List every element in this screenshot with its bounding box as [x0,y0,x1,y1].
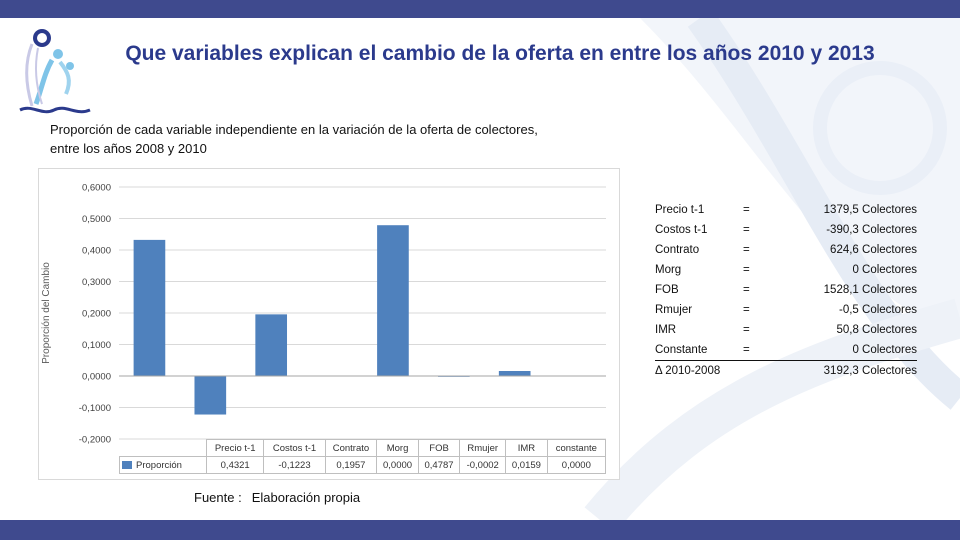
bar [133,239,166,376]
contribution-equals: = [743,244,750,256]
contribution-label: IMR [655,324,677,336]
chart-frame: -0,2000 -0,1000 0,0000 0,1000 0,2000 0,3000 0,… [38,168,620,480]
contribution-value: 1379,5 Colectores [823,204,917,216]
contribution-value: 0 Colectores [852,264,917,276]
data-value-cell: 0,4787 [417,456,461,474]
contribution-value: 1528,1 Colectores [823,284,917,296]
contribution-value: 3192,3 Colectores [823,365,917,377]
contribution-row: Constante = 0 Colectores [655,340,917,361]
contribution-label: FOB [655,284,679,296]
data-value-cell: -0,1223 [263,456,326,474]
contribution-equals: = [743,284,750,296]
bar [255,314,288,376]
chart-data-table: Precio t-1 Costos t-1 Contrato Morg FOB Rmuje… [119,439,607,474]
contribution-equals [743,361,763,382]
chart-subtitle: Proporción de cada variable independient… [50,122,538,156]
legend-label: Proporción [136,459,182,471]
bottom-band [0,520,960,540]
y-tick-label: -0,1000 [79,403,111,414]
contribution-label: Δ 2010-2008 [655,365,721,377]
x-tick-label: Costos t-1 [263,439,326,457]
contribution-row: Rmujer = -0,5 Colectores [655,300,917,320]
top-band [0,0,960,18]
contribution-label: Precio t-1 [655,204,705,216]
contribution-label: Rmujer [655,304,693,316]
contribution-value: -0,5 Colectores [839,304,917,316]
contribution-label: Constante [655,340,743,361]
x-tick-label: Rmujer [459,439,507,457]
legend-item: Proporción [119,456,207,474]
data-value-cell: 0,0000 [546,456,607,474]
y-tick-label: 0,6000 [82,183,111,194]
y-tick-label: -0,2000 [79,435,111,446]
contribution-equals: = [743,340,763,361]
y-tick-label: 0,1000 [82,340,111,351]
contribution-equals: = [743,224,750,236]
x-tick-label: constante [546,439,607,457]
contribution-row: Precio t-1 = 1379,5 Colectores [655,200,917,220]
bar [377,225,409,376]
chart-data-table-header: Precio t-1 Costos t-1 Contrato Morg FOB Rmuje… [119,439,607,457]
page-title: Que variables explican el cambio de la o… [125,42,875,65]
x-tick-label: IMR [505,439,548,457]
contribution-value: 50,8 Colectores [836,324,917,336]
data-value-cell: 0,0159 [505,456,548,474]
y-tick-label: 0,5000 [82,214,111,225]
bar [498,370,531,376]
contribution-label: Costos t-1 [655,224,708,236]
y-tick-label: 0,2000 [82,309,111,320]
x-tick-label: Contrato [324,439,378,457]
contribution-row: FOB = 1528,1 Colectores [655,280,917,300]
source-text: Elaboración propia [251,490,361,505]
contribution-value: -390,3 Colectores [826,224,917,236]
x-tick-label: Precio t-1 [205,439,265,457]
data-value-cell: 0,1957 [324,456,378,474]
contribution-label: Morg [655,264,682,276]
contribution-row: Δ 2010-2008 3192,3 Colectores [655,361,917,382]
background-decoration [584,18,960,520]
bar [194,376,227,415]
y-tick-label: 0,4000 [82,246,111,257]
contribution-equals: = [743,264,750,276]
y-tick-label: 0,3000 [82,277,111,288]
contribution-row: Costos t-1 = -390,3 Colectores [655,220,917,240]
chart-data-table-corner [119,439,207,457]
y-tick-label: 0,0000 [82,372,111,383]
contribution-equals: = [743,304,750,316]
data-value-cell: 0,0000 [376,456,419,474]
chart-data-table-series-row: Proporción 0,4321 -0,1223 0,1957 0,0000 0,47… [119,456,607,474]
y-axis-label: Proporción del Cambio [41,262,52,364]
fishermen-logo-icon [19,29,91,114]
contribution-label: Contrato [655,244,700,256]
contribution-value: 0 Colectores [763,340,917,361]
contribution-table-body: Precio t-1 = 1379,5 Colectores Costos t-1 = -… [655,200,917,381]
contribution-row: Contrato = 624,6 Colectores [655,240,917,260]
contribution-table: Precio t-1 = 1379,5 Colectores Costos t-1 = -… [655,200,917,381]
contribution-row: IMR = 50,8 Colectores [655,320,917,340]
source-note: Fuente : Elaboración propia [194,490,360,505]
contribution-equals: = [743,204,750,216]
legend-swatch [122,460,132,469]
contribution-equals: = [743,324,750,336]
data-value-cell: -0,0002 [459,456,507,474]
source-label: Fuente : [194,490,242,505]
contribution-value: 624,6 Colectores [830,244,917,256]
bar-chart: -0,2000 -0,1000 0,0000 0,1000 0,2000 0,3000 0,… [41,183,606,446]
x-tick-label: FOB [417,439,461,457]
data-value-cell: 0,4321 [205,456,265,474]
x-tick-label: Morg [376,439,419,457]
contribution-row: Morg = 0 Colectores [655,260,917,280]
